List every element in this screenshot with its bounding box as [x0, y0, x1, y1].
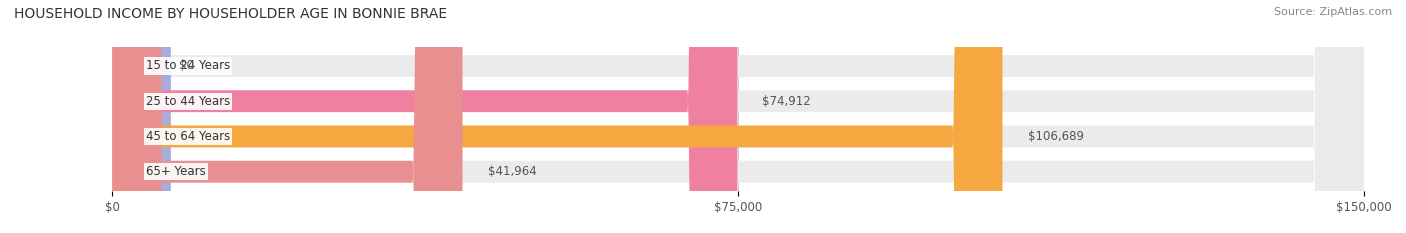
Text: $106,689: $106,689: [1028, 130, 1084, 143]
FancyBboxPatch shape: [112, 0, 1364, 233]
Text: HOUSEHOLD INCOME BY HOUSEHOLDER AGE IN BONNIE BRAE: HOUSEHOLD INCOME BY HOUSEHOLDER AGE IN B…: [14, 7, 447, 21]
FancyBboxPatch shape: [112, 0, 1364, 233]
Text: 45 to 64 Years: 45 to 64 Years: [146, 130, 231, 143]
Text: Source: ZipAtlas.com: Source: ZipAtlas.com: [1274, 7, 1392, 17]
Text: $74,912: $74,912: [762, 95, 811, 108]
Text: 65+ Years: 65+ Years: [146, 165, 205, 178]
Text: $0: $0: [179, 59, 194, 72]
Text: 25 to 44 Years: 25 to 44 Years: [146, 95, 231, 108]
Text: 15 to 24 Years: 15 to 24 Years: [146, 59, 231, 72]
FancyBboxPatch shape: [112, 0, 1002, 233]
FancyBboxPatch shape: [112, 0, 1364, 233]
FancyBboxPatch shape: [112, 0, 737, 233]
FancyBboxPatch shape: [112, 0, 1364, 233]
Text: $41,964: $41,964: [488, 165, 536, 178]
FancyBboxPatch shape: [112, 0, 172, 233]
FancyBboxPatch shape: [112, 0, 463, 233]
